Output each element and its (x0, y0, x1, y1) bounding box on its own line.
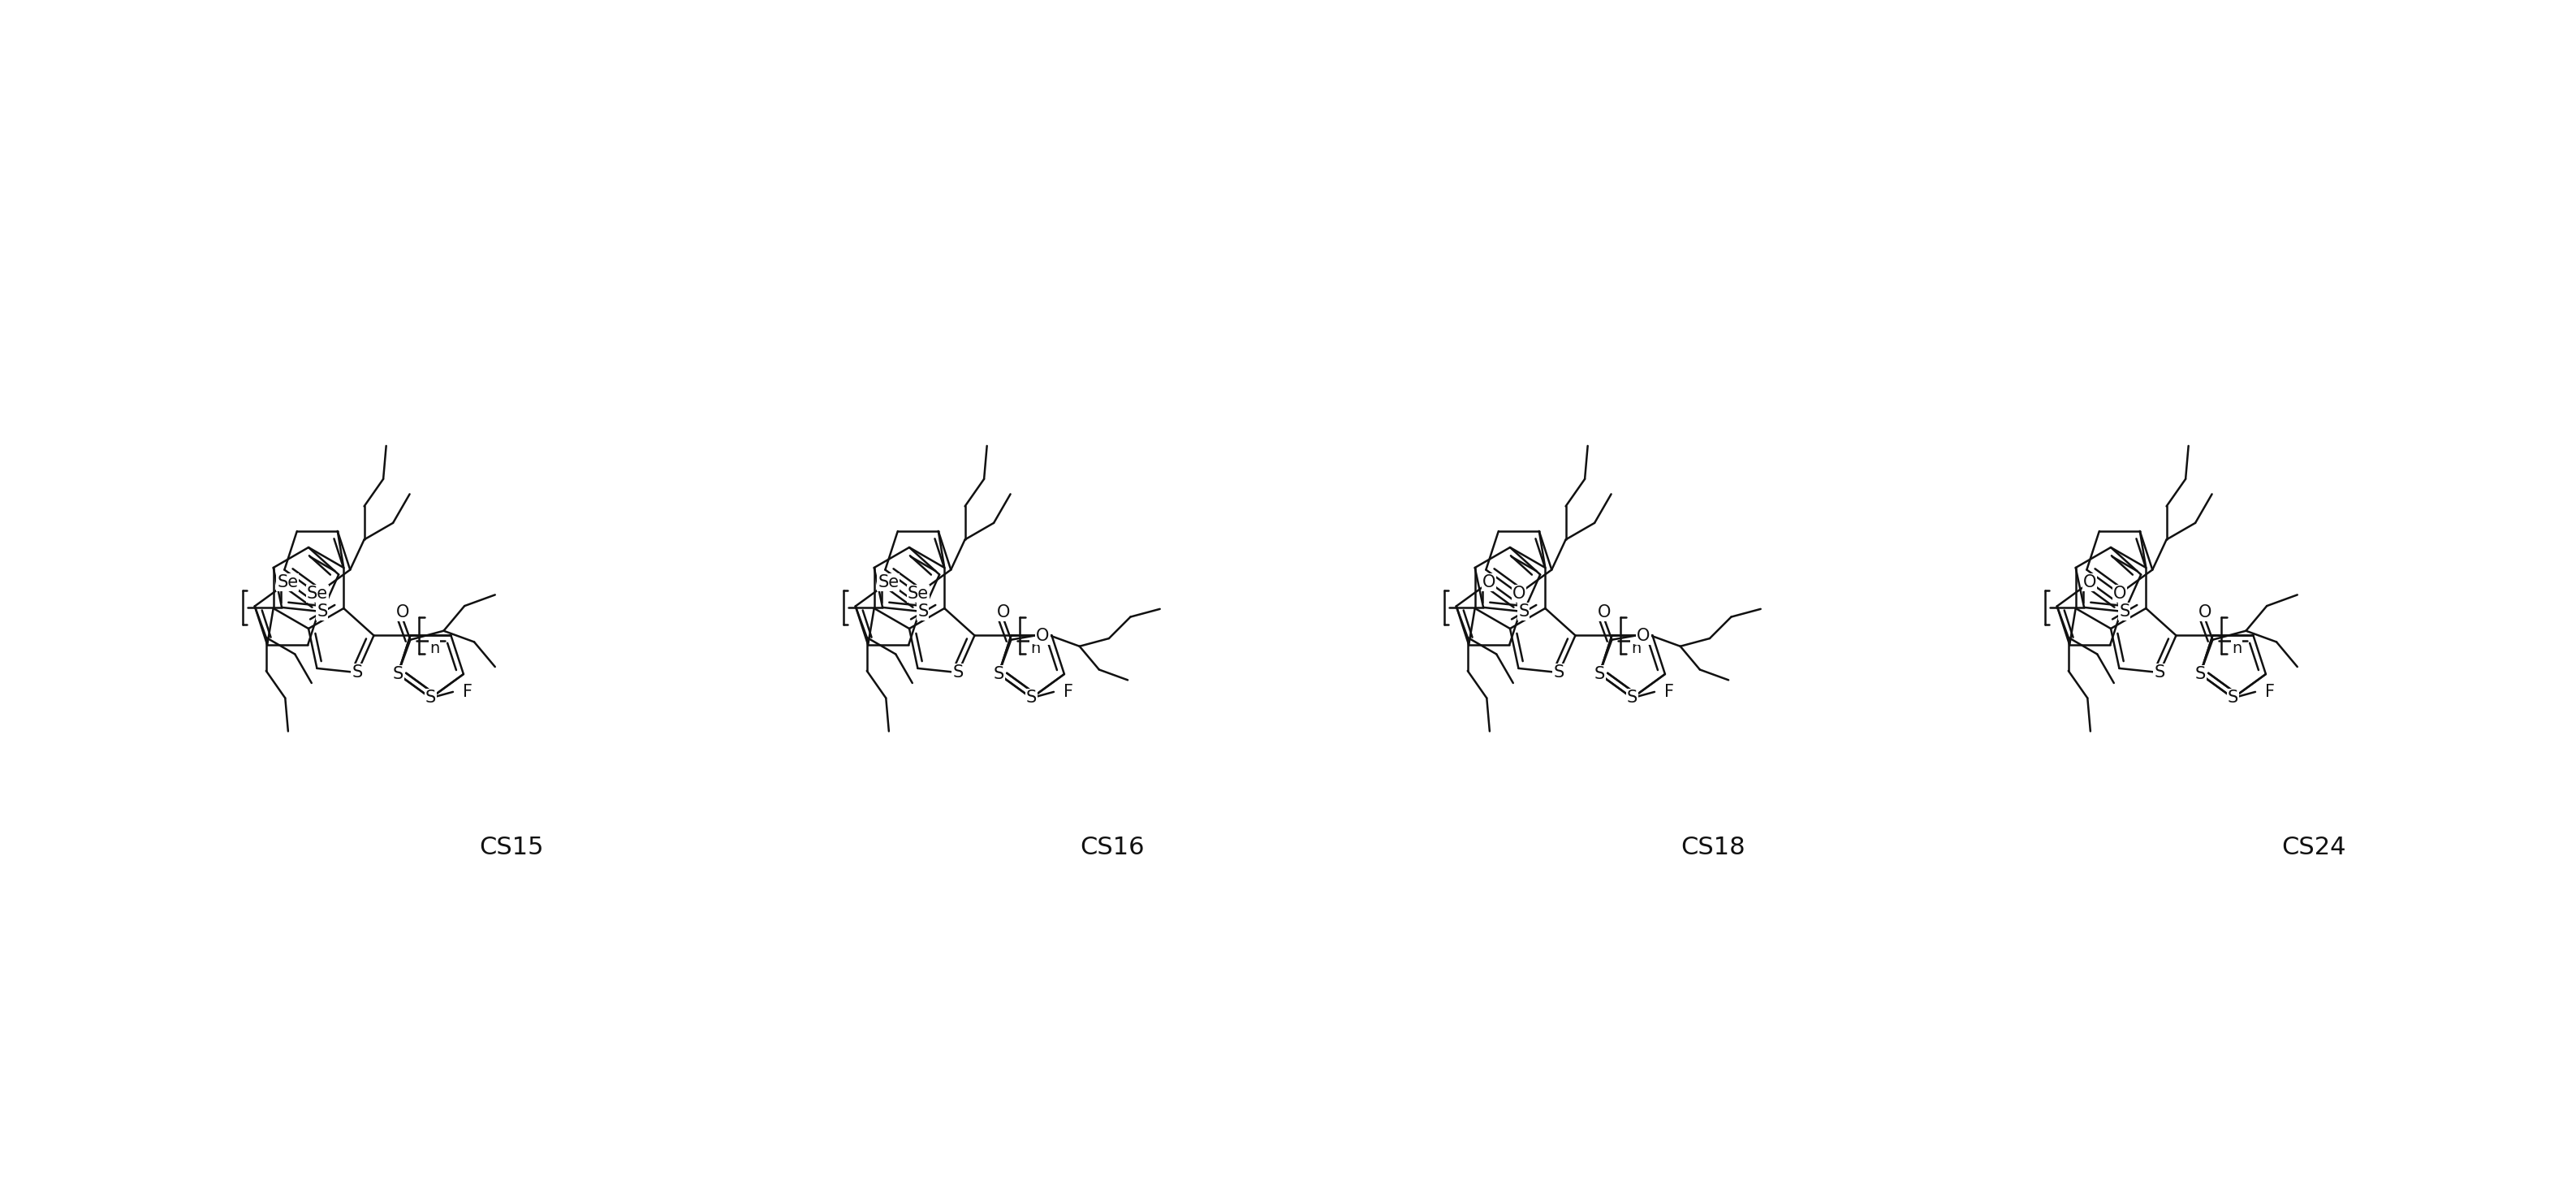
Text: S: S (1553, 665, 1564, 680)
Text: Se: Se (878, 574, 899, 591)
Text: S: S (2120, 604, 2130, 619)
Text: O: O (1512, 585, 1525, 602)
Text: S: S (994, 666, 1005, 682)
Text: CS15: CS15 (479, 836, 544, 860)
Text: S: S (353, 665, 363, 680)
Text: S: S (392, 666, 404, 682)
Text: O: O (2112, 585, 2125, 602)
Text: S: S (1628, 690, 1638, 706)
Text: F: F (464, 684, 471, 700)
Text: F: F (1664, 684, 1674, 700)
Text: n: n (2231, 641, 2241, 656)
Text: Se: Se (278, 574, 299, 591)
Text: O: O (1597, 604, 1610, 621)
Text: CS18: CS18 (1680, 836, 1747, 860)
Text: n: n (1030, 641, 1041, 656)
Text: S: S (317, 604, 327, 619)
Text: n: n (1631, 641, 1641, 656)
Text: S: S (1517, 604, 1530, 619)
Text: O: O (2084, 574, 2097, 591)
Text: S: S (1025, 690, 1036, 706)
Text: Se: Se (307, 585, 327, 602)
Text: F: F (1064, 684, 1074, 700)
Text: O: O (1481, 574, 1497, 591)
Text: O: O (997, 604, 1010, 621)
Text: CS24: CS24 (2282, 836, 2347, 860)
Text: Se: Se (907, 585, 927, 602)
Text: S: S (425, 690, 435, 706)
Text: S: S (2228, 690, 2239, 706)
Text: S: S (2154, 665, 2164, 680)
Text: O: O (1036, 628, 1048, 644)
Text: n: n (430, 641, 440, 656)
Text: O: O (2197, 604, 2213, 621)
Text: S: S (917, 604, 927, 619)
Text: S: S (2195, 666, 2205, 682)
Text: O: O (397, 604, 410, 621)
Text: S: S (1595, 666, 1605, 682)
Text: CS16: CS16 (1079, 836, 1144, 860)
Text: O: O (1636, 628, 1651, 644)
Text: S: S (953, 665, 963, 680)
Text: F: F (2264, 684, 2275, 700)
